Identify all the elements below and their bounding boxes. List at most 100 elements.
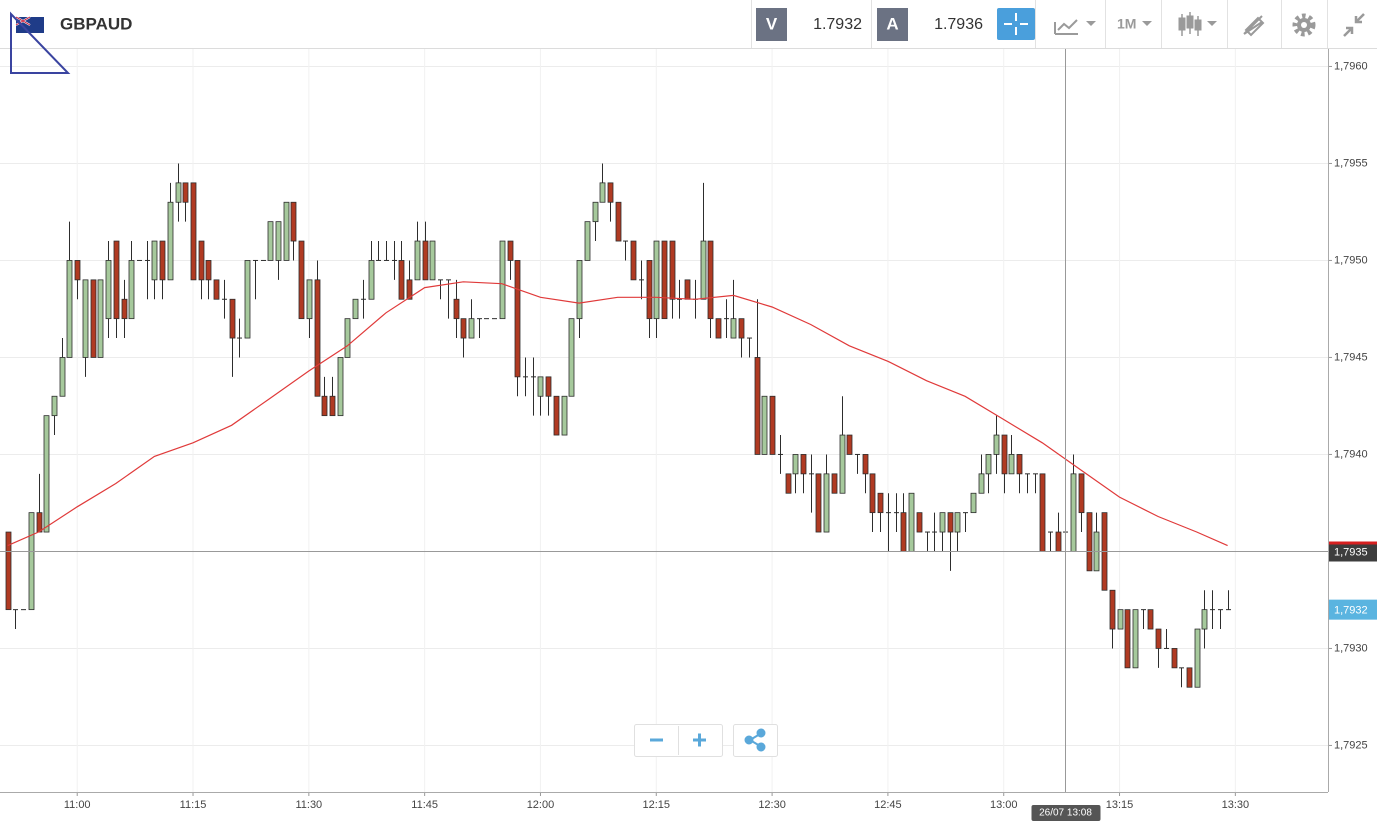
- candle-body: [59, 357, 66, 397]
- candle-body: [1155, 628, 1162, 649]
- candle-body: [453, 298, 460, 320]
- candle-icon: [1186, 15, 1194, 29]
- candle-body: [290, 201, 297, 242]
- candle-body: [314, 279, 321, 397]
- candle-body: [36, 512, 43, 533]
- candle-body: [869, 473, 876, 514]
- x-tick-label: 11:45: [411, 799, 438, 811]
- candle-body: [198, 240, 205, 281]
- candle-body: [576, 260, 583, 320]
- y-tick-label: 1,7960: [1334, 60, 1368, 72]
- candle-body: [877, 492, 884, 514]
- gear-teeth: [1292, 13, 1316, 37]
- last-price-label: 1,7932: [1334, 605, 1368, 617]
- candle-body: [584, 221, 591, 261]
- candle-body: [700, 240, 707, 300]
- candle-body: [159, 240, 166, 281]
- share-dot: [744, 735, 754, 745]
- toolbar: [0, 0, 1377, 48]
- candle-type-button[interactable]: [1178, 12, 1217, 36]
- timeframe[interactable]: 1M: [1117, 16, 1136, 32]
- candle-body: [298, 240, 305, 320]
- candle-body: [1055, 531, 1062, 552]
- crosshair-y-label-box: [1329, 541, 1377, 562]
- candle-body: [831, 473, 838, 494]
- x-tick-label: 11:30: [295, 799, 322, 811]
- share-button[interactable]: [744, 728, 766, 752]
- y-tick-label: 1,7925: [1334, 739, 1368, 751]
- candle-body: [661, 240, 668, 320]
- zoom-controls: [634, 724, 778, 757]
- candle-body: [97, 279, 104, 358]
- ask-price[interactable]: 1.7936: [934, 16, 983, 33]
- candle-body: [908, 492, 915, 552]
- candle-body: [707, 240, 714, 320]
- candle-body: [1008, 454, 1015, 475]
- candle-body: [900, 512, 907, 552]
- candle-body: [468, 318, 475, 339]
- candle-body: [823, 473, 830, 533]
- bid-price[interactable]: 1.7932: [813, 16, 862, 33]
- share-box: [733, 724, 778, 757]
- y-tick-label: 1,7930: [1334, 642, 1368, 654]
- candle-body: [66, 260, 73, 358]
- candle-body: [1039, 473, 1046, 552]
- candle-body: [615, 201, 622, 242]
- bid-label: V: [766, 14, 778, 33]
- x-tick-label: 13:30: [1222, 799, 1250, 811]
- candle-body: [646, 260, 653, 320]
- candle-body: [553, 395, 560, 436]
- candle-body: [1070, 473, 1077, 552]
- candle-body: [730, 318, 737, 339]
- candle-body: [607, 182, 614, 203]
- candle-body: [993, 434, 1000, 455]
- candle-body: [1186, 667, 1193, 688]
- draw-tool-button[interactable]: [1243, 15, 1265, 37]
- y-tick-label: 1,7950: [1334, 254, 1368, 266]
- candle-body: [167, 201, 174, 281]
- candle-body: [1001, 434, 1008, 475]
- candle-body: [507, 240, 514, 261]
- candle-body: [229, 298, 236, 339]
- candle-body: [715, 318, 722, 339]
- candle-body: [1016, 454, 1023, 475]
- candle-body: [74, 260, 81, 281]
- candle-body: [785, 473, 792, 494]
- collapse-button[interactable]: [1343, 13, 1365, 37]
- candle-body: [329, 395, 336, 417]
- candle-body: [306, 279, 313, 320]
- candle-body: [121, 298, 128, 320]
- candle-body: [862, 454, 869, 475]
- candle-body: [406, 279, 413, 300]
- candle-body: [128, 260, 135, 320]
- x-tick-label: 12:15: [643, 799, 671, 811]
- drawn-triangle: [10, 11, 71, 74]
- crosshair-button[interactable]: [997, 8, 1035, 40]
- settings-button[interactable]: [1292, 13, 1316, 37]
- gear-hole: [1301, 22, 1307, 28]
- candle-body: [1132, 609, 1139, 669]
- candle-body: [970, 492, 977, 514]
- candle-body: [368, 260, 375, 300]
- candle-body: [800, 454, 807, 475]
- ask-label: A: [886, 14, 898, 33]
- zoom-in-button[interactable]: [693, 733, 706, 747]
- candle-body: [545, 376, 552, 397]
- x-tick-label: 12:45: [874, 799, 902, 811]
- symbol: GBPAUD: [60, 14, 132, 33]
- candle-body: [985, 454, 992, 475]
- candle-body: [669, 240, 676, 300]
- candle-body: [769, 395, 776, 455]
- x-tick-label: 11:15: [180, 799, 207, 811]
- candle-body: [916, 512, 923, 533]
- chart-type-button[interactable]: [1054, 19, 1096, 35]
- candle-body: [90, 279, 97, 358]
- ask-box: [877, 8, 908, 41]
- candle-body: [344, 318, 351, 358]
- dropdown-arrow: [1207, 21, 1217, 26]
- candle-body: [537, 376, 544, 397]
- candle-body: [244, 260, 251, 339]
- candle-body: [761, 395, 768, 455]
- candle-body: [947, 512, 954, 533]
- candle-body: [429, 240, 436, 281]
